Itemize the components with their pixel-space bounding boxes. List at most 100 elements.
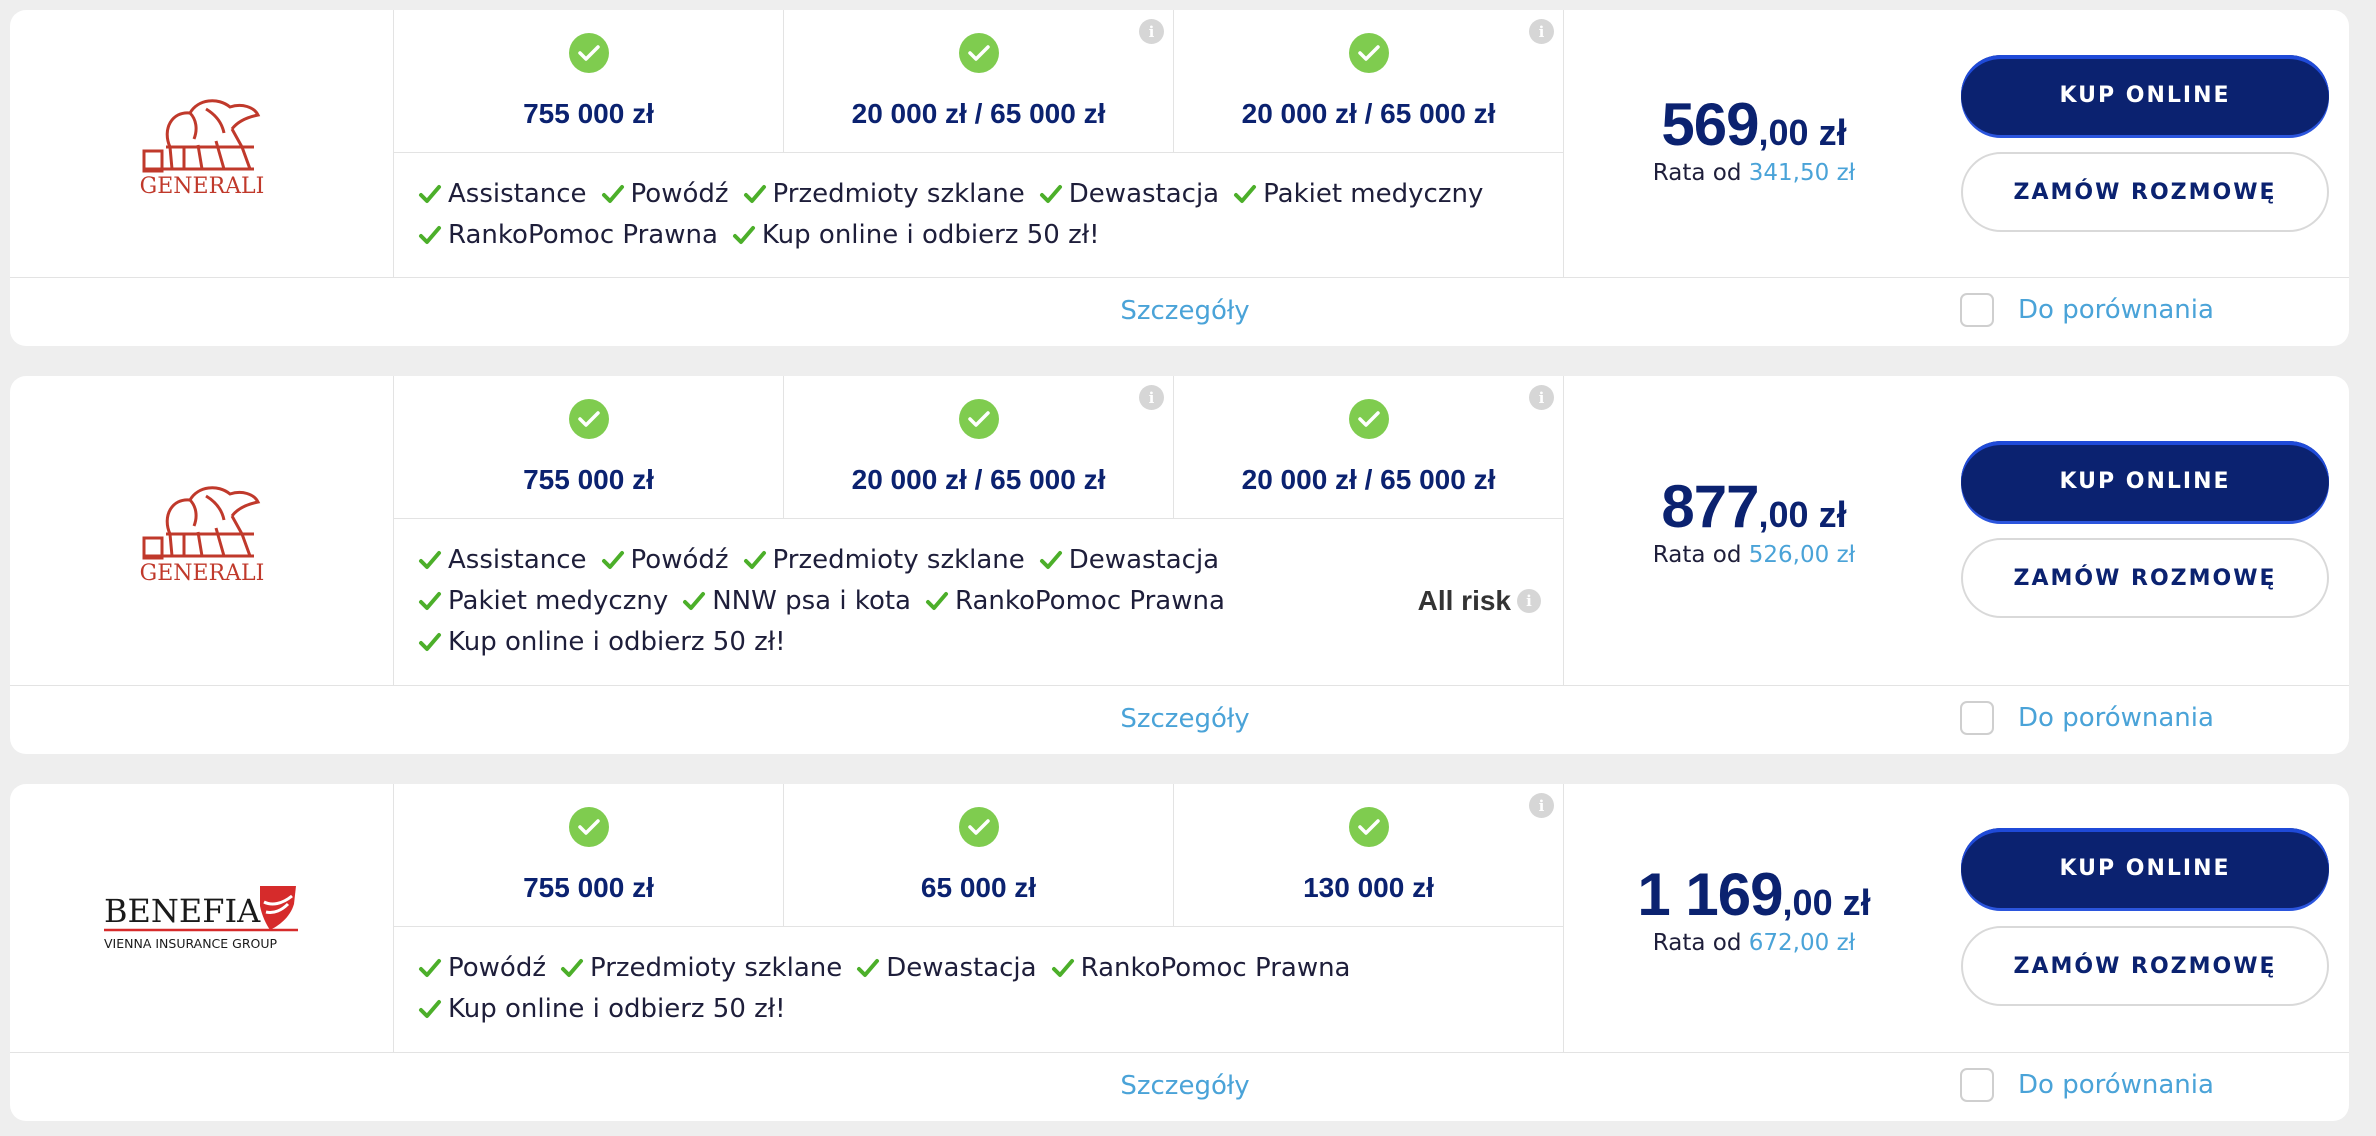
checkmark-icon xyxy=(925,591,948,610)
coverage-oc: 65 000 zł xyxy=(784,784,1174,926)
feature-item: NNW psa i kota xyxy=(682,586,911,616)
buy-online-button[interactable]: KUP ONLINE xyxy=(1961,55,2329,135)
checkmark-icon xyxy=(419,184,441,203)
checkmark-icon xyxy=(419,550,441,569)
feature-item: RankoPomoc Prawna xyxy=(1051,953,1351,983)
compare-label[interactable]: Do porównania xyxy=(2018,703,2214,733)
info-icon[interactable]: i xyxy=(1517,589,1541,613)
compare-label[interactable]: Do porównania xyxy=(2018,295,2214,325)
compare-label[interactable]: Do porównania xyxy=(2018,1070,2214,1100)
feature-item: RankoPomoc Prawna xyxy=(418,220,718,250)
checkbox[interactable] xyxy=(1960,701,1994,735)
feature-item: Kup online i odbierz 50 zł! xyxy=(732,220,1100,250)
feature-item: Pakiet medyczny xyxy=(1233,179,1483,209)
checkmark-icon xyxy=(419,632,441,651)
coverage-nnw: i 20 000 zł / 65 000 zł xyxy=(1174,10,1564,152)
info-icon[interactable]: i xyxy=(1529,19,1554,44)
request-call-button[interactable]: ZAMÓW ROZMOWĘ xyxy=(1961,152,2329,232)
offer-footer: Szczegóły Do porównania xyxy=(10,686,2349,754)
checkbox[interactable] xyxy=(1960,1068,1994,1102)
checkmark-icon xyxy=(683,591,706,610)
feature-item: RankoPomoc Prawna xyxy=(925,586,1225,616)
checkmark-icon xyxy=(732,225,755,244)
coverage-oc: i 20 000 zł / 65 000 zł xyxy=(784,376,1174,518)
installment: Rata od 672,00 zł xyxy=(1652,930,1856,956)
price: 877,00 zł xyxy=(1661,473,1847,540)
request-call-button[interactable]: ZAMÓW ROZMOWĘ xyxy=(1961,538,2329,618)
buy-online-button[interactable]: KUP ONLINE xyxy=(1961,441,2329,521)
details-link[interactable]: Szczegóły xyxy=(1120,704,1250,734)
info-icon[interactable]: i xyxy=(1139,385,1164,410)
checkmark-icon xyxy=(1039,550,1062,569)
insurer-logo-cell: GENERALI xyxy=(10,376,394,685)
info-icon[interactable]: i xyxy=(1139,19,1164,44)
feature-item: Assistance xyxy=(418,545,587,575)
coverage-row: 755 000 zł 65 000 zł i 130 000 zł xyxy=(394,784,1564,927)
checkmark-icon xyxy=(419,225,441,244)
coverage-value: 755 000 zł xyxy=(523,464,654,495)
features-line: Assistance Powódź Przedmioty szklane Dew… xyxy=(418,539,1541,580)
check-circle-icon xyxy=(568,33,609,73)
info-icon[interactable]: i xyxy=(1529,793,1554,818)
compare-checkbox[interactable]: Do porównania xyxy=(1960,293,2214,327)
checkmark-icon xyxy=(419,999,441,1018)
compare-checkbox[interactable]: Do porównania xyxy=(1960,701,2214,735)
coverage-value: 20 000 zł / 65 000 zł xyxy=(851,98,1106,129)
coverage-value: 20 000 zł / 65 000 zł xyxy=(1241,464,1496,495)
offer-footer: Szczegóły Do porównania xyxy=(10,1053,2349,1121)
check-circle-icon xyxy=(958,399,999,439)
feature-item: Dewastacja xyxy=(1039,545,1219,575)
feature-item: Powódź xyxy=(601,545,729,575)
check-circle-icon xyxy=(568,399,609,439)
check-circle-icon xyxy=(1348,33,1389,73)
features-line: Powódź Przedmioty szklane Dewastacja Ran… xyxy=(418,947,1541,988)
checkmark-icon xyxy=(601,184,624,203)
price: 569,00 zł xyxy=(1661,91,1847,158)
checkmark-icon xyxy=(857,958,880,977)
offer-card: GENERALI 755 000 zł i 20 000 zł / 65 000… xyxy=(10,376,2349,754)
checkmark-icon xyxy=(601,550,624,569)
coverage-property: 755 000 zł xyxy=(394,376,784,518)
checkmark-icon xyxy=(1051,958,1074,977)
insurer-name: BENEFIA xyxy=(104,892,261,930)
coverage-value: 755 000 zł xyxy=(523,98,654,129)
feature-item: Dewastacja xyxy=(856,953,1037,983)
insurer-name: GENERALI xyxy=(139,174,264,199)
offer-main: GENERALI 755 000 zł i 20 000 zł / 65 000… xyxy=(10,10,2349,278)
check-circle-icon xyxy=(1348,807,1389,847)
checkmark-icon xyxy=(419,591,441,610)
coverage-value: 65 000 zł xyxy=(920,872,1037,903)
insurer-subtitle: VIENNA INSURANCE GROUP xyxy=(104,936,278,951)
feature-item: Przedmioty szklane xyxy=(743,179,1025,209)
coverage-nnw: i 130 000 zł xyxy=(1174,784,1564,926)
generali-logo: GENERALI xyxy=(139,485,264,586)
feature-item: Powódź xyxy=(418,953,546,983)
features-list: Powódź Przedmioty szklane Dewastacja Ran… xyxy=(394,927,1564,1052)
offer-footer: Szczegóły Do porównania xyxy=(10,278,2349,346)
compare-checkbox[interactable]: Do porównania xyxy=(1960,1068,2214,1102)
details-link[interactable]: Szczegóły xyxy=(1120,1071,1250,1101)
details-link[interactable]: Szczegóły xyxy=(1120,296,1250,326)
info-icon[interactable]: i xyxy=(1529,385,1554,410)
checkmark-icon xyxy=(419,958,441,977)
coverage-value: 20 000 zł / 65 000 zł xyxy=(1241,98,1496,129)
feature-item: Assistance xyxy=(418,179,587,209)
coverage-property: 755 000 zł xyxy=(394,784,784,926)
request-call-button[interactable]: ZAMÓW ROZMOWĘ xyxy=(1961,926,2329,1006)
all-risk-badge: All risk i xyxy=(1418,585,1541,617)
insurer-name: GENERALI xyxy=(139,561,264,586)
insurer-logo-cell: BENEFIA VIENNA INSURANCE GROUP xyxy=(10,784,394,1052)
offer-card: BENEFIA VIENNA INSURANCE GROUP 755 000 z… xyxy=(10,784,2349,1121)
features-list: Assistance Powódź Przedmioty szklane Dew… xyxy=(394,153,1564,277)
features-line: RankoPomoc Prawna Kup online i odbierz 5… xyxy=(418,214,1541,255)
features-line: Pakiet medyczny NNW psa i kota RankoPomo… xyxy=(418,580,1541,621)
offer-main: GENERALI 755 000 zł i 20 000 zł / 65 000… xyxy=(10,376,2349,686)
coverage-nnw: i 20 000 zł / 65 000 zł xyxy=(1174,376,1564,518)
features-list: Assistance Powódź Przedmioty szklane Dew… xyxy=(394,519,1564,685)
checkbox[interactable] xyxy=(1960,293,1994,327)
buy-online-button[interactable]: KUP ONLINE xyxy=(1961,828,2329,908)
generali-logo: GENERALI xyxy=(139,98,264,199)
price: 1 169,00 zł xyxy=(1637,861,1871,928)
coverage-value: 20 000 zł / 65 000 zł xyxy=(851,464,1106,495)
check-circle-icon xyxy=(1348,399,1389,439)
